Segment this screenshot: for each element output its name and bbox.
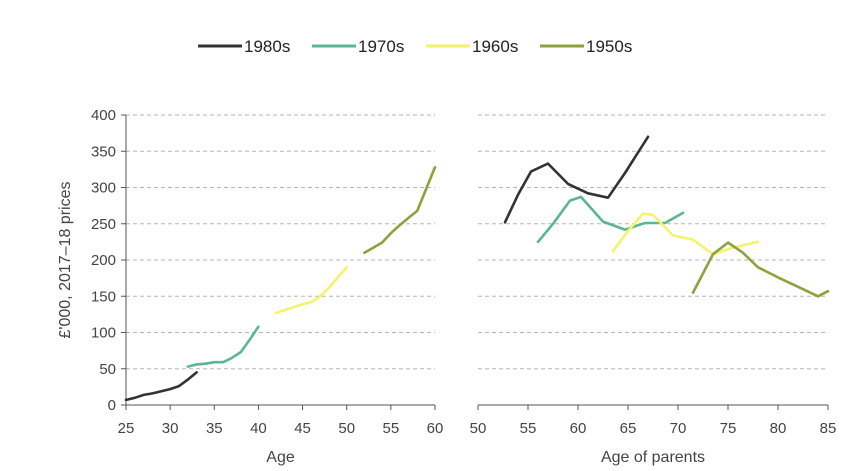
y-tick-label: 50 [99, 361, 116, 378]
y-tick-label: 350 [91, 143, 116, 160]
x-tick-label: 80 [770, 420, 787, 437]
series-line-1980s [503, 135, 650, 224]
y-tick-label: 150 [91, 288, 116, 305]
x-tick-label: 65 [620, 420, 637, 437]
x-axis-title: Age [266, 449, 295, 466]
left-panel: 0 50 100 150 200 250 300 350 400 £'000, 2017–18 p… [57, 107, 443, 466]
x-tick-label: 45 [294, 420, 311, 437]
y-tick-label: 250 [91, 216, 116, 233]
y-tick-label: 0 [108, 397, 116, 414]
series-line-1970s [186, 325, 260, 368]
x-tick-label: 30 [162, 420, 179, 437]
y-axis-title: £'000, 2017–18 prices [57, 182, 74, 339]
y-tick-label: 400 [91, 107, 116, 124]
y-tick-label: 200 [91, 252, 116, 269]
x-tick-label: 85 [820, 420, 837, 437]
x-tick-label: 25 [118, 420, 135, 437]
legend-label: 1970s [358, 37, 404, 56]
x-tick-label: 55 [383, 420, 400, 437]
x-tick-label: 60 [570, 420, 587, 437]
series-line-1960s [611, 212, 760, 256]
series-line-1960s [274, 265, 349, 315]
series-line-1970s [536, 195, 685, 244]
x-tick-label: 50 [470, 420, 487, 437]
x-tick-label: 60 [427, 420, 444, 437]
right-panel: 50 55 60 65 70 75 80 85 Age of parents [470, 114, 837, 466]
y-tick-label: 300 [91, 180, 116, 197]
legend-label: 1980s [244, 37, 290, 56]
x-axis-title: Age of parents [601, 449, 705, 466]
x-tick-label: 75 [720, 420, 737, 437]
series-line-1950s [691, 241, 830, 298]
y-tick-label: 100 [91, 325, 116, 342]
series-line-1980s [124, 371, 198, 402]
series-line-1950s [363, 165, 437, 255]
x-tick-label: 50 [338, 420, 355, 437]
x-tick-label: 35 [206, 420, 223, 437]
x-tick-label: 55 [520, 420, 537, 437]
x-tick-label: 70 [670, 420, 687, 437]
legend: 1980s 1970s 1960s 1950s [198, 37, 632, 56]
legend-label: 1960s [472, 37, 518, 56]
x-tick-label: 40 [250, 420, 267, 437]
legend-label: 1950s [586, 37, 632, 56]
